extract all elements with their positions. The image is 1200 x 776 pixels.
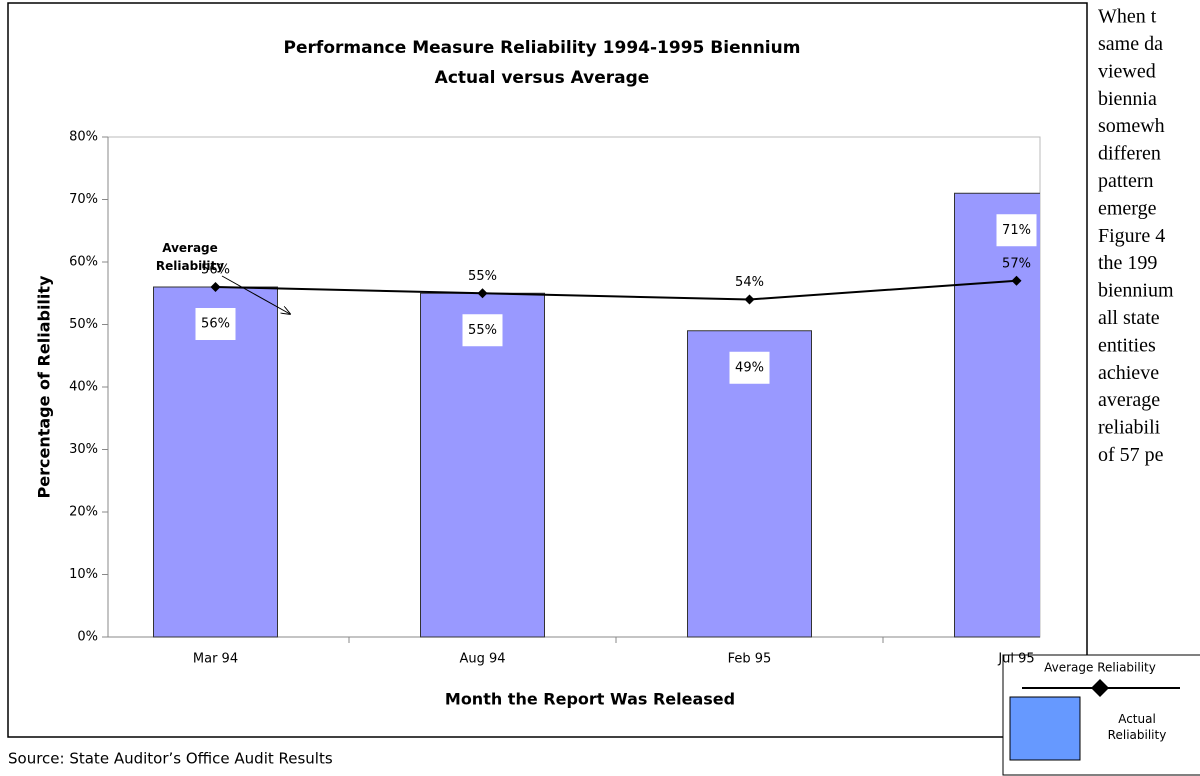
y-tick-label: 10%: [69, 567, 98, 582]
legend-marker: [1091, 679, 1109, 697]
legend-swatch: [1009, 696, 1081, 761]
plot-clip: 56% 55% 49% 71% 56% 55% 54% 57%: [153, 192, 1040, 638]
data-label-box: [195, 308, 236, 340]
body-text-line: biennia: [1098, 88, 1157, 110]
y-tick-label: 0%: [77, 630, 98, 645]
body-text-line: all state: [1098, 307, 1160, 329]
line-marker: [1011, 275, 1022, 286]
chart-title: Performance Measure Reliability 1994-199…: [284, 38, 801, 58]
y-tick-label: 70%: [69, 192, 98, 207]
chart-subtitle: Actual versus Average: [435, 68, 650, 88]
bar: [954, 192, 1040, 638]
legend-label: Average Reliability: [1044, 661, 1156, 675]
bar: [153, 286, 278, 638]
data-label: 56%: [201, 263, 230, 278]
data-label-box: [996, 214, 1037, 247]
y-tick-label: 40%: [69, 380, 98, 395]
y-tick-label: 30%: [69, 442, 98, 457]
line-marker: [210, 282, 221, 292]
data-label: 55%: [468, 323, 497, 338]
data-label-box: [462, 314, 503, 347]
body-text-line: reliabili: [1098, 417, 1161, 439]
body-text-line: emerge: [1098, 197, 1157, 219]
body-text-line: the 199: [1098, 252, 1157, 274]
y-axis-title: Percentage of Reliability: [35, 275, 54, 499]
body-text-line: of 57 pe: [1098, 444, 1164, 466]
bar: [420, 292, 545, 638]
data-label-box: [729, 351, 770, 384]
line-marker: [477, 288, 488, 299]
data-label: 56%: [201, 317, 230, 332]
body-text-line: differen: [1098, 143, 1161, 165]
data-label: 55%: [468, 269, 497, 284]
y-tick-label: 20%: [69, 505, 98, 520]
body-text-line: Figure 4: [1098, 225, 1165, 247]
annotation: Average Reliability: [156, 241, 224, 273]
x-tick-label: Aug 94: [459, 652, 505, 667]
body-text-line: average: [1098, 389, 1160, 411]
line-marker: [744, 294, 755, 305]
body-text-line: viewed: [1098, 60, 1156, 82]
average-line: [215, 279, 1017, 301]
body-text-line: biennium: [1098, 280, 1174, 302]
body-text-line: entities: [1098, 334, 1156, 356]
x-tick-label: Feb 95: [728, 652, 772, 667]
data-label: 54%: [735, 275, 764, 290]
body-text-line: When t: [1098, 6, 1157, 28]
source-note: Source: State Auditor’s Office Audit Res…: [8, 750, 333, 768]
data-label: 71%: [1002, 223, 1031, 238]
x-tick-label: Jul 95: [997, 652, 1034, 667]
body-text-line: achieve: [1098, 362, 1159, 384]
annotation-arrow: [221, 275, 290, 314]
data-label: 57%: [1002, 256, 1031, 271]
body-text-line: same da: [1098, 33, 1163, 55]
data-label: 49%: [735, 360, 764, 375]
body-text-line: somewh: [1098, 115, 1165, 137]
y-tick-label: 80%: [69, 130, 98, 145]
legend-label: Actual Reliability: [1108, 712, 1167, 742]
y-tick-label: 50%: [69, 317, 98, 332]
y-tick-label: 60%: [69, 255, 98, 270]
x-tick-label: Mar 94: [193, 652, 238, 667]
x-axis-title: Month the Report Was Released: [445, 690, 735, 709]
body-text-line: pattern: [1098, 170, 1154, 192]
